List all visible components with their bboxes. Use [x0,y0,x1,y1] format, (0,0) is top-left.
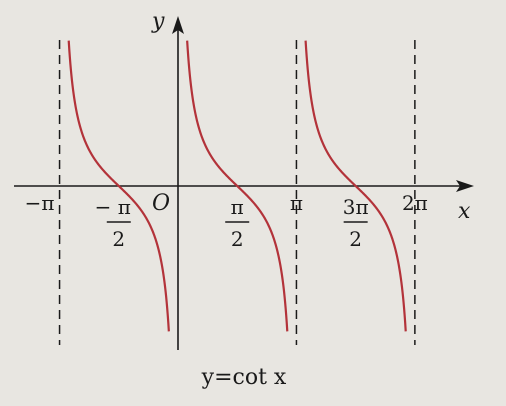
tick-value: 2π [402,191,428,215]
x-tick-label: 3π2 [343,195,369,251]
x-axis-label: x [458,199,471,224]
x-tick-label: 2π [402,191,428,215]
tick-numerator: π [231,195,244,219]
x-tick-label: π [290,191,303,215]
label-layer: y x O y=cot x [151,9,471,390]
tick-numerator: 3π [343,195,369,219]
axes-layer [14,16,474,350]
tick-value: π [290,191,303,215]
x-tick-label: −π [25,191,55,215]
origin-label: O [152,191,170,216]
tick-denominator: 2 [349,227,362,251]
tick-value: −π [25,191,55,215]
cot-branch-3 [304,40,407,332]
tick-numerator: − π [95,195,131,219]
tick-denominator: 2 [231,227,244,251]
cot-branch-2 [186,40,289,332]
function-caption: y=cot x [201,365,287,390]
x-axis-arrow [456,180,474,192]
asymptote-layer [58,40,416,345]
x-tick-label: π2 [225,195,250,251]
y-axis-label: y [151,9,165,34]
curve-layer [67,40,407,332]
cot-branch-1 [67,40,170,332]
x-tick-label: − π 2 [95,195,131,251]
tick-denominator: 2 [112,227,125,251]
y-axis-arrow [172,16,184,34]
